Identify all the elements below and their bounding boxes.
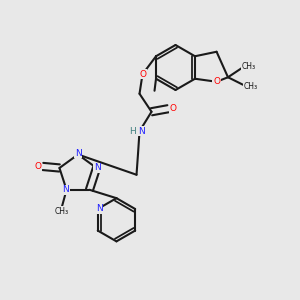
Text: N: N (62, 185, 69, 194)
Text: O: O (139, 70, 146, 79)
Text: CH₃: CH₃ (242, 62, 256, 71)
Text: N: N (75, 148, 81, 158)
Text: N: N (139, 127, 145, 136)
Text: O: O (170, 104, 177, 113)
Text: CH₃: CH₃ (55, 207, 69, 216)
Text: N: N (94, 164, 101, 172)
Text: N: N (96, 205, 103, 214)
Text: H: H (130, 127, 136, 136)
Text: O: O (35, 162, 42, 171)
Text: O: O (213, 77, 220, 86)
Text: CH₃: CH₃ (243, 82, 257, 91)
